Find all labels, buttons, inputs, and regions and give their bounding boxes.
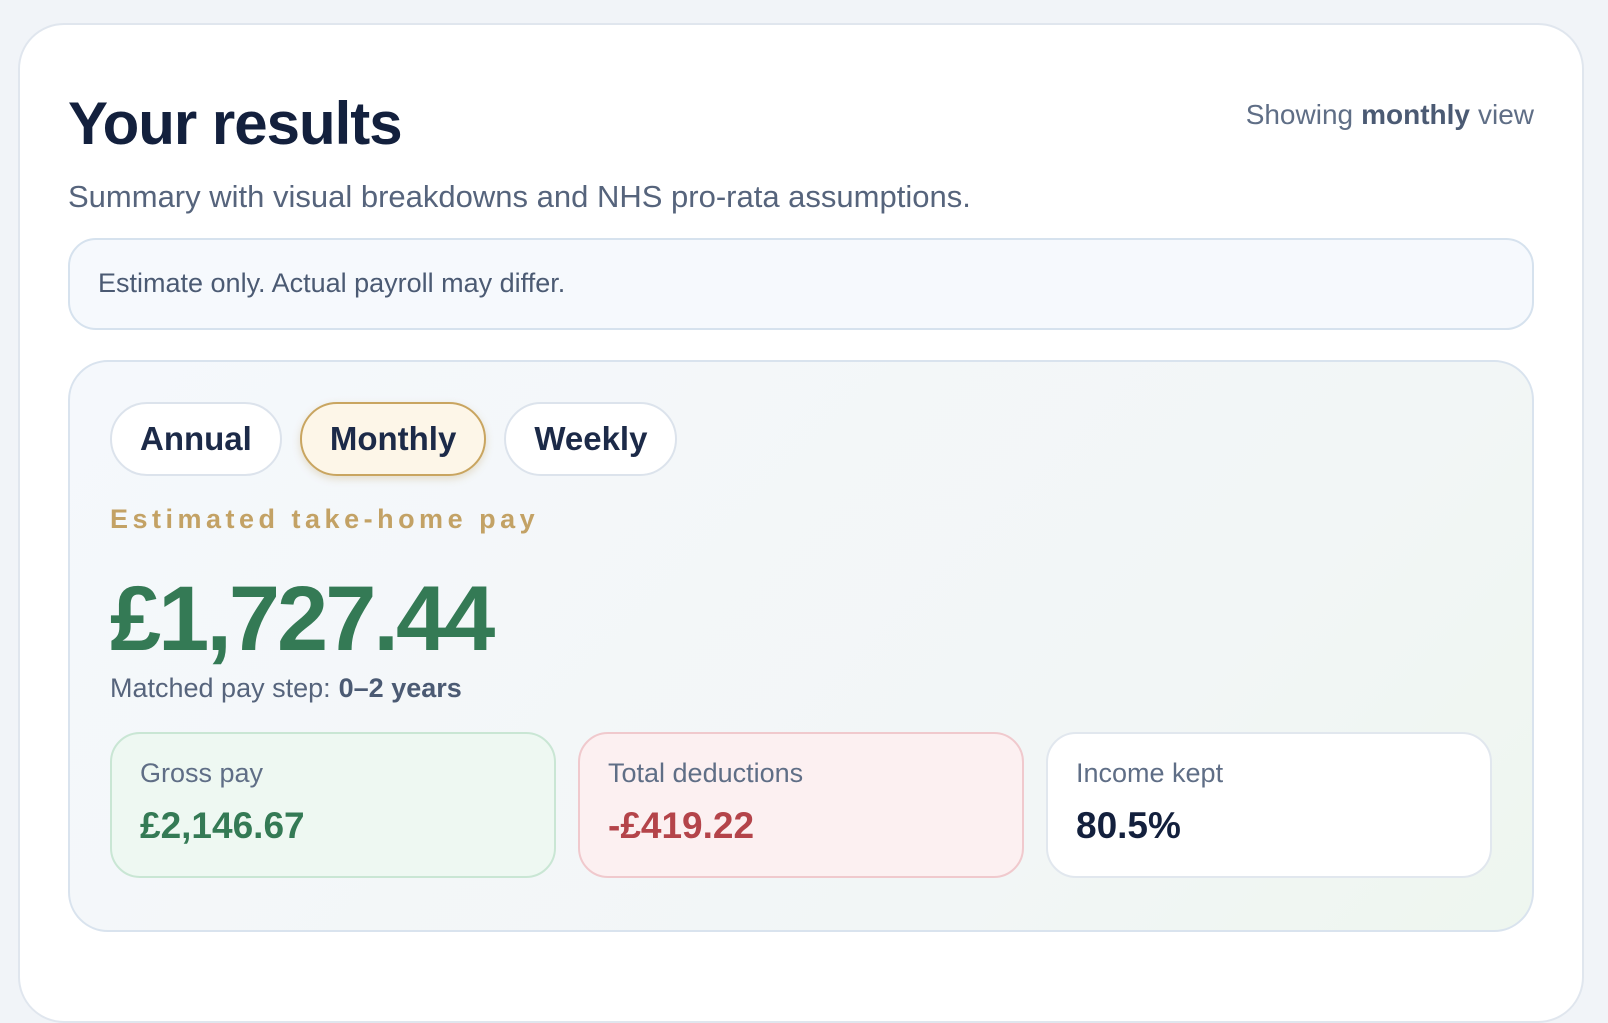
view-indicator: Showing monthly view [1246, 99, 1534, 131]
stat-card: Gross pay £2,146.67 [110, 732, 556, 878]
results-card: Your results Showing monthly view Summary … [18, 23, 1584, 1023]
tab[interactable]: Monthly [299, 402, 487, 476]
view-suffix: view [1477, 99, 1534, 130]
pay-step-value: 0–2 years [338, 673, 462, 703]
stat-value: £2,146.67 [140, 805, 305, 846]
tabs: Annual Monthly Weekly [110, 402, 1492, 476]
pay-step-label: Matched pay step: [110, 673, 331, 703]
view-mode: monthly [1361, 99, 1470, 130]
view-prefix: Showing [1245, 99, 1354, 130]
notice: Estimate only. Actual payroll may differ… [68, 238, 1534, 330]
body: Your results Showing monthly view Summary … [18, 23, 1584, 1023]
tab[interactable]: Weekly [504, 402, 678, 476]
stat-value: 80.5% [1076, 805, 1181, 846]
stat-label: Income kept [1076, 758, 1224, 788]
subtitle: Summary with visual breakdowns and NHS p… [68, 179, 971, 214]
stat-label: Total deductions [608, 758, 804, 788]
stat-card: Total deductions -£419.22 [578, 732, 1024, 878]
title: Your results [68, 90, 403, 157]
stats: Gross pay £2,146.67 Total deductions -£419.… [110, 732, 1492, 878]
stat-card: Income kept 80.5% [1046, 732, 1492, 878]
take-home-amount: £1,727.44 [110, 568, 495, 670]
result-panel: Annual Monthly Weekly Estimated take-home … [68, 360, 1534, 932]
tab[interactable]: Annual [110, 402, 282, 476]
result-label: Estimated take-home pay [110, 504, 540, 534]
pay-step: Matched pay step: 0–2 years [110, 673, 1492, 704]
page: Your results {"header": {"title": "Your … [18, 23, 1584, 1023]
stat-label: Gross pay [140, 758, 264, 788]
stat-value: -£419.22 [608, 805, 755, 846]
